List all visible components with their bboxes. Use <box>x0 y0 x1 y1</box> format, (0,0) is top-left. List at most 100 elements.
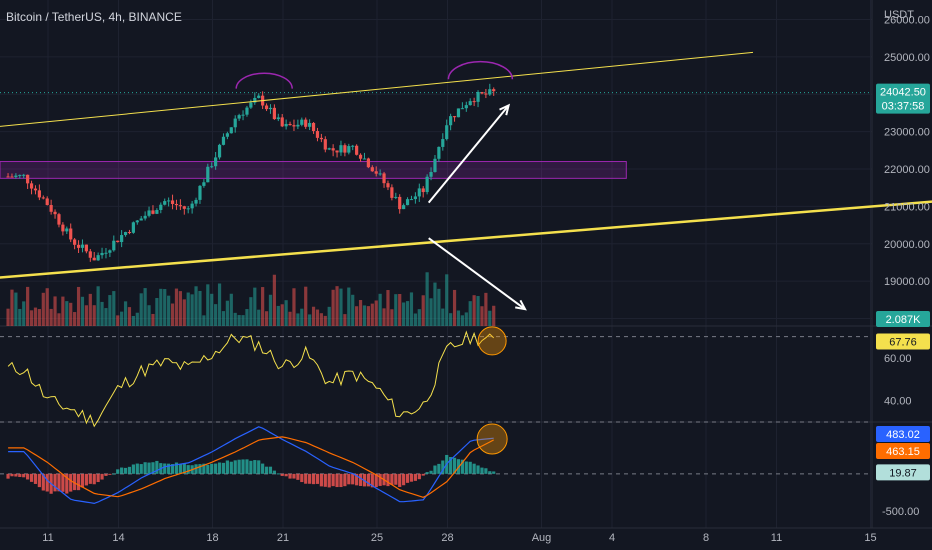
candle-body[interactable] <box>425 176 429 193</box>
candle-body[interactable] <box>468 101 472 106</box>
candle-body[interactable] <box>390 187 394 198</box>
candle-body[interactable] <box>280 117 284 127</box>
candle-body[interactable] <box>402 205 406 210</box>
candle-body[interactable] <box>382 173 386 184</box>
candle-body[interactable] <box>484 93 488 95</box>
candlestick-series[interactable] <box>0 83 872 262</box>
candle-body[interactable] <box>182 206 186 209</box>
candle-body[interactable] <box>120 235 124 243</box>
candle-body[interactable] <box>257 95 261 98</box>
candle-body[interactable] <box>378 173 382 175</box>
candle-body[interactable] <box>335 150 339 153</box>
candle-body[interactable] <box>139 218 143 221</box>
candle-body[interactable] <box>151 210 155 214</box>
candle-body[interactable] <box>449 116 453 126</box>
candle-body[interactable] <box>6 176 10 178</box>
candle-body[interactable] <box>366 158 370 168</box>
candle-body[interactable] <box>84 244 88 252</box>
candle-body[interactable] <box>57 214 61 225</box>
upper-trendline[interactable] <box>0 51 754 128</box>
candle-body[interactable] <box>237 115 241 119</box>
candle-body[interactable] <box>167 200 171 202</box>
candle-body[interactable] <box>292 125 296 127</box>
candle-body[interactable] <box>18 174 22 176</box>
candle-body[interactable] <box>327 148 331 150</box>
candle-body[interactable] <box>49 205 53 212</box>
candle-body[interactable] <box>245 107 249 115</box>
candle-body[interactable] <box>135 220 139 223</box>
candle-body[interactable] <box>362 158 367 160</box>
candle-body[interactable] <box>441 139 445 147</box>
candle-body[interactable] <box>296 124 300 127</box>
candle-body[interactable] <box>73 239 77 245</box>
candle-body[interactable] <box>249 102 253 108</box>
candle-body[interactable] <box>445 125 449 140</box>
candle-body[interactable] <box>433 158 437 173</box>
candle-body[interactable] <box>409 199 414 201</box>
candle-body[interactable] <box>229 127 233 134</box>
candle-body[interactable] <box>116 240 120 243</box>
candle-body[interactable] <box>163 201 167 205</box>
candle-body[interactable] <box>241 114 245 116</box>
candle-body[interactable] <box>288 123 292 126</box>
candle-body[interactable] <box>331 148 335 151</box>
candle-body[interactable] <box>452 116 457 118</box>
signal-line[interactable] <box>8 436 494 498</box>
candle-body[interactable] <box>264 105 269 110</box>
candle-body[interactable] <box>374 171 378 174</box>
candle-body[interactable] <box>190 203 194 209</box>
candle-body[interactable] <box>206 166 210 183</box>
candle-body[interactable] <box>358 154 363 159</box>
candle-body[interactable] <box>394 196 398 198</box>
rsi-pane[interactable] <box>0 326 872 428</box>
candle-body[interactable] <box>202 182 206 186</box>
candle-body[interactable] <box>417 188 421 197</box>
candle-body[interactable] <box>69 228 73 240</box>
candle-body[interactable] <box>123 232 128 236</box>
candle-body[interactable] <box>233 118 237 128</box>
candle-body[interactable] <box>370 167 374 172</box>
candle-body[interactable] <box>405 199 410 206</box>
candle-body[interactable] <box>33 188 38 191</box>
candle-body[interactable] <box>304 119 308 127</box>
candle-body[interactable] <box>155 209 159 214</box>
candle-body[interactable] <box>104 252 108 254</box>
candle-body[interactable] <box>53 211 57 215</box>
candle-body[interactable] <box>131 222 135 233</box>
candle-body[interactable] <box>429 172 433 177</box>
candle-body[interactable] <box>45 198 49 206</box>
candle-body[interactable] <box>492 89 496 92</box>
macd-line[interactable] <box>8 426 494 505</box>
candle-body[interactable] <box>26 174 30 184</box>
candle-body[interactable] <box>323 139 327 150</box>
candle-body[interactable] <box>112 240 116 251</box>
candle-body[interactable] <box>29 183 34 189</box>
candle-body[interactable] <box>61 224 65 232</box>
candle-body[interactable] <box>198 185 202 200</box>
candle-body[interactable] <box>464 105 468 109</box>
candle-body[interactable] <box>159 204 163 210</box>
candle-body[interactable] <box>194 199 198 204</box>
candle-body[interactable] <box>351 145 355 147</box>
candle-body[interactable] <box>108 250 112 253</box>
candle-body[interactable] <box>186 208 190 210</box>
candle-body[interactable] <box>437 146 441 159</box>
candle-body[interactable] <box>319 137 323 140</box>
candle-body[interactable] <box>217 144 222 158</box>
candle-body[interactable] <box>174 203 179 206</box>
candle-body[interactable] <box>276 117 280 120</box>
candle-body[interactable] <box>210 166 214 168</box>
candle-body[interactable] <box>456 108 461 118</box>
candle-body[interactable] <box>300 119 304 125</box>
candle-body[interactable] <box>355 145 359 155</box>
macd-pane[interactable] <box>0 423 872 505</box>
candle-body[interactable] <box>347 146 351 153</box>
candle-body[interactable] <box>413 196 417 200</box>
candle-body[interactable] <box>143 215 147 219</box>
candle-body[interactable] <box>76 244 81 248</box>
candle-body[interactable] <box>127 232 132 234</box>
lower-trendline[interactable] <box>0 197 932 279</box>
candle-body[interactable] <box>221 136 226 145</box>
candle-body[interactable] <box>421 188 425 193</box>
